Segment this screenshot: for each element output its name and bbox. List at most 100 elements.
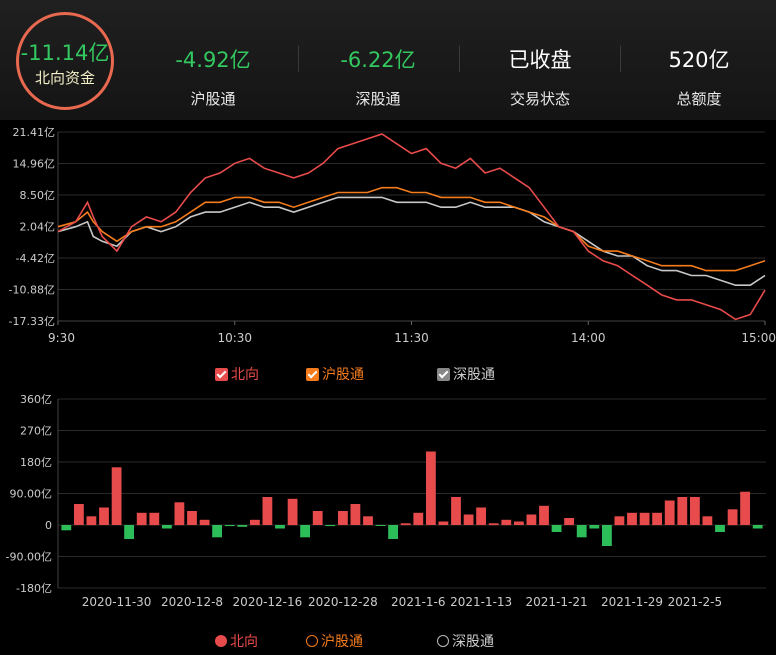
legend2-sh[interactable]: 沪股通 bbox=[306, 631, 363, 651]
bar bbox=[602, 525, 612, 546]
checkbox-checked-icon bbox=[306, 367, 319, 381]
divider bbox=[298, 46, 299, 72]
bar bbox=[212, 525, 222, 538]
y-tick-label: -4.42亿 bbox=[16, 252, 55, 265]
bar bbox=[325, 525, 336, 527]
divider bbox=[620, 46, 621, 72]
stat-sh: -4.92亿 沪股通 bbox=[148, 44, 278, 109]
bar bbox=[488, 523, 499, 526]
series-line-north bbox=[57, 133, 766, 321]
y-tick-label: 21.41亿 bbox=[13, 126, 56, 139]
divider bbox=[459, 46, 460, 72]
bar bbox=[312, 511, 323, 525]
checkbox-checked-icon bbox=[215, 367, 228, 381]
north-total-label: 北向资金 bbox=[34, 69, 95, 87]
x-tick-label: 15:00 bbox=[741, 331, 776, 345]
bar bbox=[149, 512, 160, 526]
legend2-sz-label: 深股通 bbox=[452, 634, 494, 650]
bar bbox=[363, 516, 373, 526]
x-tick-label: 2020-11-30 bbox=[82, 595, 152, 609]
bar bbox=[627, 512, 637, 526]
bar bbox=[589, 525, 600, 529]
legend-sz-label: 深股通 bbox=[453, 367, 495, 383]
north-total-circle[interactable]: -11.14亿 北向资金 bbox=[16, 12, 114, 110]
legend-sh-label: 沪股通 bbox=[322, 367, 364, 383]
x-tick-label: 10:30 bbox=[217, 331, 252, 345]
stat-sz-label: 深股通 bbox=[355, 90, 401, 108]
bar bbox=[262, 497, 273, 525]
bar bbox=[564, 518, 574, 525]
bar bbox=[551, 525, 562, 532]
bar bbox=[111, 467, 122, 525]
stat-quota-value: 520亿 bbox=[668, 48, 730, 72]
bar bbox=[451, 497, 461, 525]
summary-header: -11.14亿 北向资金 -4.92亿 沪股通 -6.22亿 深股通 已收盘 交… bbox=[0, 0, 776, 120]
bar bbox=[250, 519, 260, 526]
x-tick-label: 2020-12-8 bbox=[161, 595, 223, 609]
bar bbox=[715, 525, 725, 532]
bar bbox=[664, 500, 675, 525]
stat-sh-label: 沪股通 bbox=[190, 90, 236, 108]
legend-sz[interactable]: 深股通 bbox=[437, 364, 495, 384]
stat-sz: -6.22亿 深股通 bbox=[313, 44, 443, 109]
north-total-value: -11.14亿 bbox=[20, 41, 110, 65]
bar bbox=[99, 507, 109, 525]
x-tick-label: 11:30 bbox=[394, 331, 429, 345]
bar bbox=[124, 525, 134, 539]
bar bbox=[375, 525, 386, 526]
bar bbox=[187, 511, 197, 525]
y-tick-label: -90.00亿 bbox=[6, 551, 52, 564]
bar bbox=[614, 516, 625, 526]
y-tick-label: 8.50亿 bbox=[20, 189, 56, 202]
y-tick-label: 14.96亿 bbox=[13, 158, 56, 171]
legend2-north-label: 北向 bbox=[230, 634, 258, 650]
x-tick-label: 2021-1-29 bbox=[601, 595, 663, 609]
legend2-sh-label: 沪股通 bbox=[321, 634, 363, 650]
bar bbox=[740, 491, 750, 525]
x-tick-label: 2021-2-5 bbox=[668, 595, 722, 609]
bar bbox=[287, 498, 298, 526]
legend-sh[interactable]: 沪股通 bbox=[306, 364, 364, 384]
y-tick-label: -10.88亿 bbox=[9, 284, 55, 297]
y-tick-label: 2.04亿 bbox=[20, 221, 56, 234]
y-tick-label: 0 bbox=[45, 519, 52, 532]
stat-quota: 520亿 总额度 bbox=[634, 44, 764, 109]
legend-north[interactable]: 北向 bbox=[215, 364, 259, 384]
stat-sh-value: -4.92亿 bbox=[175, 48, 251, 72]
stat-sz-value: -6.22亿 bbox=[340, 48, 416, 72]
bar bbox=[136, 512, 147, 526]
x-tick-label: 2020-12-28 bbox=[308, 595, 378, 609]
radio-icon bbox=[306, 635, 318, 647]
legend-north-label: 北向 bbox=[231, 367, 259, 383]
x-tick-label: 2021-1-21 bbox=[526, 595, 588, 609]
bar bbox=[338, 511, 348, 525]
legend2-sz[interactable]: 深股通 bbox=[437, 631, 494, 651]
x-tick-label: 2021-1-13 bbox=[450, 595, 512, 609]
bar bbox=[61, 525, 72, 531]
bar bbox=[388, 525, 398, 539]
y-tick-label: -180亿 bbox=[16, 582, 52, 595]
bar bbox=[576, 525, 587, 538]
legend2-north[interactable]: 北向 bbox=[215, 631, 258, 651]
stat-quota-label: 总额度 bbox=[676, 90, 722, 108]
bar bbox=[86, 516, 97, 526]
bar bbox=[74, 504, 84, 525]
bar bbox=[237, 525, 248, 527]
bar bbox=[426, 451, 436, 525]
bar bbox=[690, 497, 700, 525]
bar bbox=[162, 525, 172, 529]
y-tick-label: 180亿 bbox=[20, 456, 52, 469]
bar bbox=[539, 505, 549, 526]
x-tick-label: 9:30 bbox=[48, 331, 75, 345]
checkbox-checked-icon bbox=[437, 367, 450, 381]
bar bbox=[400, 523, 411, 526]
bar bbox=[438, 521, 449, 525]
radio-icon bbox=[437, 635, 449, 647]
intraday-flow-line-chart: 21.41亿 14.96亿 8.50亿 2.04亿 -4.42亿 -10.88亿 -17.3… bbox=[9, 126, 776, 345]
bar bbox=[413, 512, 424, 526]
x-tick-label: 14:00 bbox=[571, 331, 606, 345]
stat-status: 已收盘 交易状态 bbox=[475, 44, 605, 109]
bar bbox=[752, 525, 763, 529]
y-tick-label: 270亿 bbox=[20, 425, 52, 438]
radio-checked-icon bbox=[215, 635, 227, 647]
